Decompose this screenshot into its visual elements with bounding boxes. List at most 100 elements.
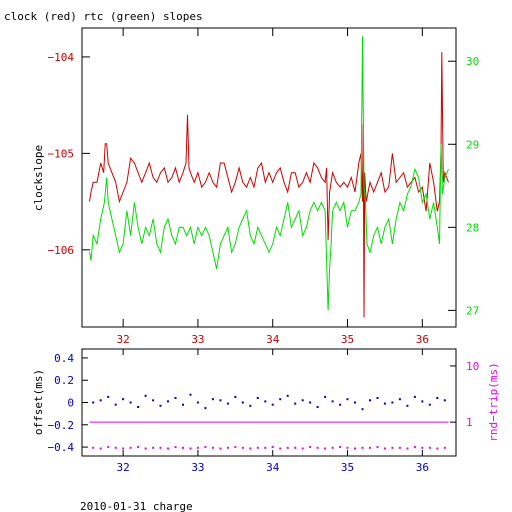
point-offset (443, 399, 446, 402)
point-rnd-trip (211, 446, 214, 449)
y-tick-label: −0.4 (48, 441, 75, 454)
point-rnd-trip (182, 446, 184, 449)
point-rnd-trip (443, 446, 446, 449)
point-offset (279, 398, 282, 401)
x-tick-label: 35 (341, 333, 354, 346)
point-rnd-trip (428, 446, 431, 449)
point-rnd-trip (369, 446, 371, 449)
point-offset (122, 398, 125, 401)
point-offset (249, 404, 252, 407)
point-rnd-trip (241, 446, 244, 449)
y-tick-label: −105 (48, 147, 75, 160)
point-offset (346, 398, 349, 401)
top-frame (81, 27, 457, 328)
point-rnd-trip (264, 446, 267, 449)
x-tick-label: 36 (416, 333, 429, 346)
x-tick-label: 34 (266, 461, 280, 474)
x-tick-label: 36 (416, 461, 429, 474)
x-tick-label: 34 (266, 333, 280, 346)
x-tick-label: 33 (191, 333, 204, 346)
point-offset (421, 400, 424, 403)
point-rnd-trip (159, 446, 162, 449)
y2-tick-label: 1 (466, 416, 473, 429)
point-offset (144, 394, 147, 397)
y-tick-label: −104 (48, 51, 75, 64)
point-rnd-trip (114, 446, 117, 449)
point-rnd-trip (346, 446, 349, 449)
point-rnd-trip (309, 446, 312, 449)
point-rnd-trip (421, 446, 424, 449)
point-offset (92, 401, 95, 404)
y-tick-label: 0.2 (54, 374, 74, 387)
point-rnd-trip (331, 446, 334, 449)
point-rnd-trip (256, 446, 259, 449)
point-offset (226, 402, 229, 405)
point-rnd-trip (406, 447, 409, 450)
point-offset (211, 398, 214, 401)
point-rnd-trip (271, 446, 274, 449)
point-rnd-trip (361, 446, 364, 449)
point-rnd-trip (226, 446, 229, 449)
point-offset (196, 401, 199, 404)
point-rnd-trip (137, 446, 140, 449)
chart-title: clock (red) rtc (green) slopes (4, 10, 203, 23)
bottom-marks: 32 33 34 35 36 0.4 0.2 0 −0.2 −0.4 1 10 (48, 349, 479, 474)
bottom-y-axis-label: offset(ms) (32, 369, 45, 435)
point-offset (241, 401, 244, 404)
point-rnd-trip (122, 447, 125, 450)
point-offset (271, 403, 274, 406)
point-rnd-trip (316, 446, 319, 449)
point-rnd-trip (174, 446, 177, 449)
point-rnd-trip (301, 447, 304, 450)
point-offset (129, 401, 132, 404)
point-offset (114, 403, 117, 406)
point-rnd-trip (107, 446, 110, 449)
point-rnd-trip (413, 446, 416, 449)
point-offset (391, 401, 394, 404)
x-tick-label: 32 (117, 461, 130, 474)
point-rnd-trip (196, 446, 199, 449)
point-offset (369, 399, 371, 402)
point-rnd-trip (339, 446, 342, 449)
point-offset (436, 397, 439, 399)
bottom-y2-axis-label: rnd−trip(ms) (487, 362, 500, 441)
point-rnd-trip (383, 447, 386, 450)
point-offset (406, 404, 409, 407)
point-offset (361, 408, 364, 411)
footer-text: 2010-01-31 charge (80, 500, 193, 512)
point-rnd-trip (92, 446, 95, 449)
point-offset (167, 400, 169, 403)
y-tick-label: 0 (67, 397, 74, 410)
point-rnd-trip (279, 447, 282, 450)
y-tick-label: −0.2 (48, 419, 75, 432)
x-tick-label: 32 (117, 333, 130, 346)
point-offset (204, 407, 207, 410)
point-rnd-trip (286, 446, 289, 449)
point-offset (294, 402, 297, 405)
point-rnd-trip (144, 447, 147, 450)
point-offset (99, 399, 102, 402)
point-rnd-trip (324, 447, 327, 450)
point-offset (189, 393, 192, 396)
point-offset (398, 398, 401, 401)
point-offset (383, 402, 386, 405)
point-rnd-trip (189, 447, 192, 450)
point-offset (286, 394, 289, 397)
point-rnd-trip (391, 446, 394, 449)
point-rnd-trip (376, 446, 379, 449)
point-offset (256, 397, 259, 399)
point-rnd-trip (294, 446, 297, 449)
point-offset (152, 399, 155, 402)
point-offset (316, 406, 319, 408)
y2-tick-label: 10 (466, 360, 479, 373)
point-offset (107, 395, 110, 398)
series-line-rtc (89, 36, 449, 311)
point-rnd-trip (398, 446, 401, 449)
point-offset (219, 399, 222, 402)
point-rnd-trip (436, 447, 439, 450)
x-tick-label: 35 (341, 461, 354, 474)
point-offset (428, 403, 431, 406)
point-rnd-trip (129, 446, 132, 449)
